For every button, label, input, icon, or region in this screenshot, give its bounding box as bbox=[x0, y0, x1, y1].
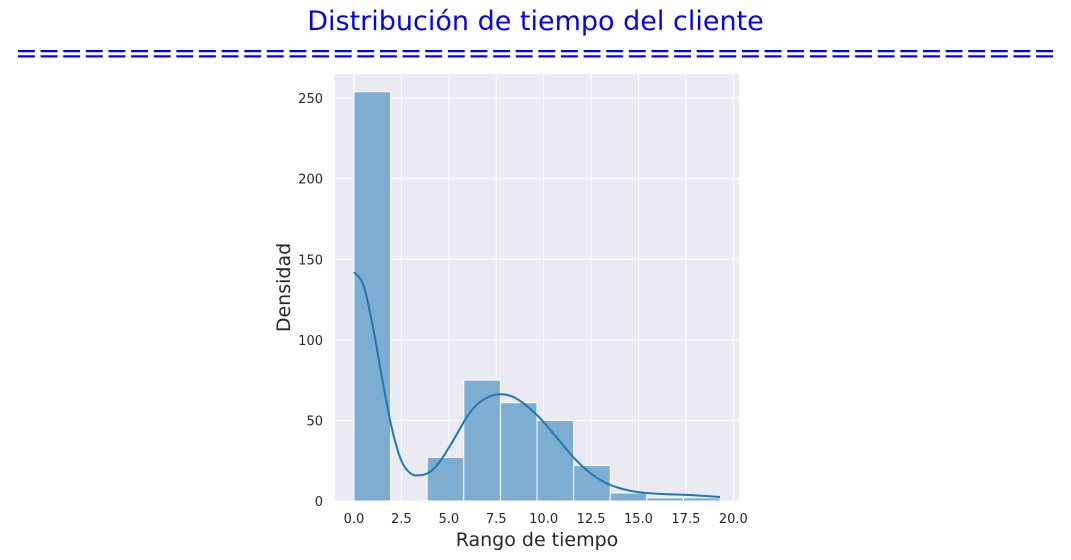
y-tick-label: 150 bbox=[298, 253, 323, 268]
chart-title: Distribución de tiempo del cliente bbox=[307, 6, 764, 37]
y-axis-label: Densidad bbox=[273, 243, 295, 332]
kde-curve bbox=[353, 271, 721, 498]
y-tick-label: 200 bbox=[298, 173, 323, 188]
y-tick-label: 0 bbox=[315, 495, 323, 510]
y-tick-label: 50 bbox=[306, 414, 323, 429]
x-tick-label: 5.0 bbox=[438, 512, 459, 527]
histogram-bar bbox=[682, 497, 721, 502]
x-tick-label: 0.0 bbox=[344, 512, 365, 527]
histogram-bars bbox=[353, 91, 721, 502]
x-tick-label: 15.0 bbox=[624, 512, 653, 527]
histogram-bar bbox=[646, 497, 684, 502]
y-tick-label: 250 bbox=[298, 92, 323, 107]
x-tick-label: 17.5 bbox=[671, 512, 700, 527]
x-tick-label: 10.0 bbox=[529, 512, 558, 527]
histogram-bar bbox=[353, 91, 392, 502]
x-tick-label: 20.0 bbox=[719, 512, 748, 527]
x-tick-label: 7.5 bbox=[486, 512, 507, 527]
x-tick-label: 12.5 bbox=[577, 512, 606, 527]
y-axis-ticks: 0 50 100 150 200 250 bbox=[298, 92, 323, 510]
histogram-bar bbox=[536, 419, 575, 502]
histogram-bar bbox=[463, 379, 501, 502]
histogram-bar bbox=[499, 402, 538, 502]
x-axis-ticks: 0.0 2.5 5.0 7.5 10.0 12.5 15.0 17.5 20.0 bbox=[344, 512, 748, 527]
histogram-bar bbox=[426, 456, 465, 502]
histogram-bar bbox=[573, 465, 611, 502]
x-tick-label: 2.5 bbox=[391, 512, 412, 527]
title-underline: ========================================… bbox=[15, 38, 1056, 69]
histogram-bar bbox=[609, 492, 648, 502]
x-axis-label: Rango de tiempo bbox=[456, 529, 619, 551]
y-tick-label: 100 bbox=[298, 334, 323, 349]
